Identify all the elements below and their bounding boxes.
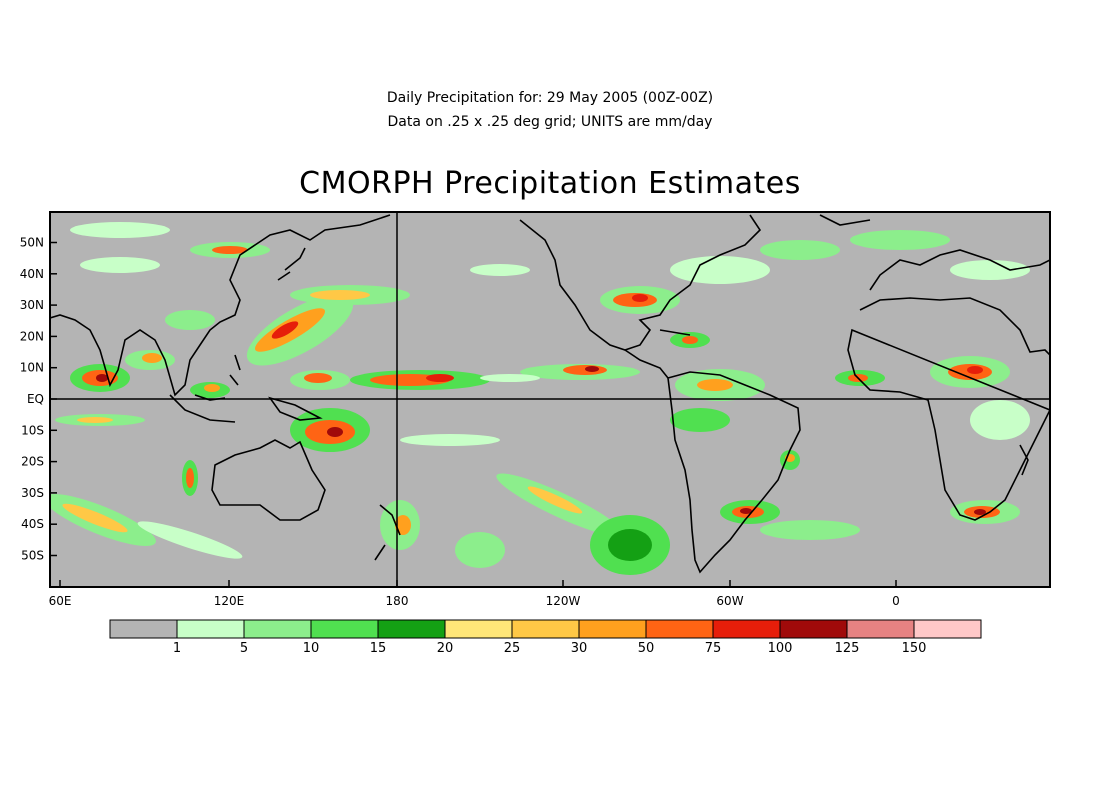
colorbar-label: 150	[902, 641, 927, 656]
colorbar-label: 75	[705, 641, 722, 656]
colorbar-swatch	[243, 619, 312, 639]
colorbar-swatch	[779, 619, 848, 639]
rain-band-south-pacific	[380, 434, 670, 575]
lat-label: 10N	[20, 361, 44, 375]
lat-label: 10S	[21, 423, 44, 437]
rain-band-eurasia	[70, 222, 1030, 280]
colorbar-label: 15	[370, 641, 387, 656]
colorbar-swatch	[913, 619, 982, 639]
colorbar: 1 5 10 15 20 25 30 50 75 100 125 150	[109, 619, 982, 656]
lat-label: 30N	[20, 298, 44, 312]
colorbar-swatch	[511, 619, 580, 639]
colorbar-label: 10	[303, 641, 320, 656]
colorbar-swatch	[645, 619, 714, 639]
rain-band-south-america	[670, 369, 860, 540]
rain-band-warm-pool	[190, 285, 410, 452]
rain-band-itcz	[350, 364, 640, 390]
rain-field	[50, 214, 1050, 575]
colorbar-label: 125	[835, 641, 860, 656]
header-line-2: Data on .25 x .25 deg grid; UNITS are mm…	[387, 114, 713, 130]
lon-label: 120W	[546, 594, 581, 608]
lon-label: 60E	[49, 594, 72, 608]
colorbar-swatch	[176, 619, 245, 639]
latitude-axis: 50N 40N 30N 20N 10N EQ 10S 20S 30S 40S 50S	[20, 236, 57, 563]
colorbar-label: 50	[638, 641, 655, 656]
coastlines	[50, 214, 1050, 574]
lon-label: 120E	[214, 594, 245, 608]
lat-label: 50S	[21, 549, 44, 563]
lat-label: 20S	[21, 455, 44, 469]
colorbar-swatch	[109, 619, 178, 639]
colorbar-label: 100	[768, 641, 793, 656]
lat-label: 30S	[21, 486, 44, 500]
header-line-1: Daily Precipitation for: 29 May 2005 (00…	[386, 90, 714, 106]
lon-label: 60W	[716, 594, 743, 608]
colorbar-label: 25	[504, 641, 521, 656]
rain-band-north-america	[600, 240, 840, 348]
colorbar-swatch	[310, 619, 379, 639]
longitude-axis: 60E 120E 180 120W 60W 0	[49, 580, 900, 608]
lat-label: 40N	[20, 267, 44, 281]
colorbar-label: 1	[173, 641, 181, 656]
lat-label: 40S	[21, 517, 44, 531]
colorbar-label: 5	[240, 641, 248, 656]
lat-label: 50N	[20, 236, 44, 250]
rain-band-south-indian	[50, 460, 243, 559]
colorbar-swatch	[444, 619, 513, 639]
colorbar-swatch	[578, 619, 647, 639]
colorbar-swatch	[377, 619, 446, 639]
colorbar-label: 30	[571, 641, 588, 656]
lon-label: 0	[892, 594, 900, 608]
lat-label: EQ	[27, 392, 44, 406]
colorbar-swatch	[712, 619, 781, 639]
lat-label: 20N	[20, 329, 44, 343]
colorbar-swatch	[846, 619, 915, 639]
colorbar-label: 20	[437, 641, 454, 656]
lon-label: 180	[386, 594, 409, 608]
map-title: CMORPH Precipitation Estimates	[299, 166, 801, 201]
